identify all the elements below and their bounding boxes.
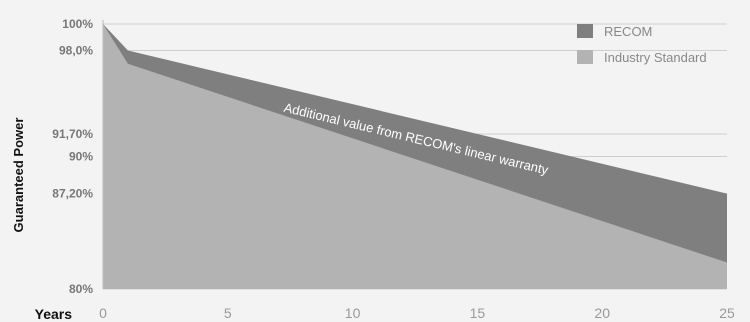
series-area-industry-standard: [103, 24, 727, 289]
y-tick-label: 87,20%: [52, 187, 93, 201]
legend-label-industry-standard: Industry Standard: [604, 50, 707, 65]
y-tick-label: 100%: [62, 17, 93, 31]
x-tick-label: 25: [719, 305, 735, 321]
y-tick-label: 98,0%: [59, 44, 93, 58]
x-tick-labels: 0 5 10 15 20 25: [99, 305, 735, 321]
y-tick-label: 80%: [69, 282, 93, 296]
y-axis-label: Guaranteed Power: [11, 118, 26, 233]
x-tick-label: 0: [99, 305, 107, 321]
y-tick-labels: 100% 98,0% 91,70% 90% 87,20% 80%: [52, 17, 93, 296]
x-axis-label: Years: [35, 306, 73, 322]
x-tick-label: 5: [224, 305, 232, 321]
y-tick-label: 90%: [69, 150, 93, 164]
x-tick-label: 20: [594, 305, 610, 321]
legend: RECOM Industry Standard: [577, 24, 707, 65]
x-tick-label: 10: [345, 305, 361, 321]
legend-swatch-recom: [577, 24, 593, 38]
legend-label-recom: RECOM: [604, 24, 652, 39]
x-tick-label: 15: [470, 305, 486, 321]
y-tick-label: 91,70%: [52, 127, 93, 141]
legend-swatch-industry-standard: [577, 50, 593, 64]
